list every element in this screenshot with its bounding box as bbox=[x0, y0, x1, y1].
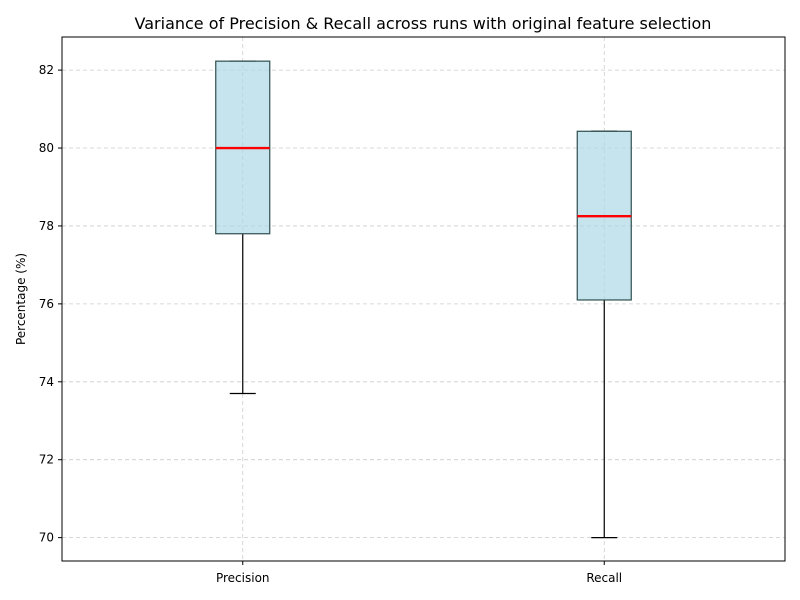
plot-frame bbox=[61, 36, 786, 562]
y-tick-label: 76 bbox=[39, 297, 54, 311]
y-tick-label: 74 bbox=[39, 375, 54, 389]
y-tick-label: 72 bbox=[39, 453, 54, 467]
box-recall bbox=[576, 130, 632, 539]
x-tick-label: Recall bbox=[586, 571, 622, 585]
x-tick-label: Precision bbox=[216, 571, 270, 585]
y-tick-label: 78 bbox=[39, 219, 54, 233]
y-tick-label: 80 bbox=[39, 141, 54, 155]
y-axis-label: Percentage (%) bbox=[14, 253, 28, 345]
chart-title: Variance of Precision & Recall across ru… bbox=[135, 14, 712, 33]
y-tick-label: 70 bbox=[39, 531, 54, 545]
box-precision bbox=[215, 60, 271, 395]
box-layer bbox=[215, 60, 632, 539]
y-tick-label: 82 bbox=[39, 63, 54, 77]
tick-layer: 70 72 74 76 78 80 82 Precision Recall bbox=[39, 63, 622, 585]
